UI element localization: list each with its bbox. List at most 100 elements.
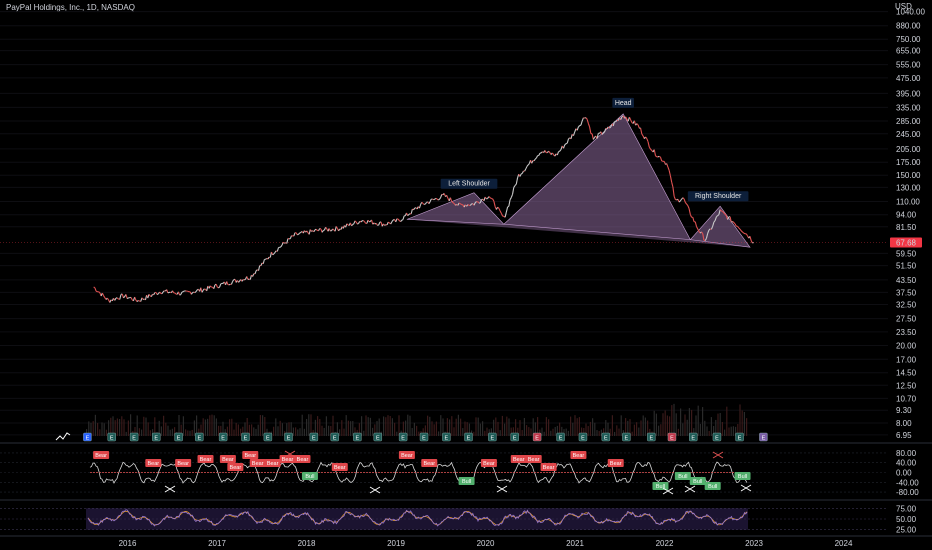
price-segment xyxy=(156,293,159,296)
earnings-marker-label[interactable]: E xyxy=(422,436,426,442)
price-segment xyxy=(136,300,139,303)
earnings-marker[interactable] xyxy=(419,432,429,442)
y-tick-label: 59.50 xyxy=(896,249,917,258)
volume-bar xyxy=(204,419,206,436)
earnings-marker[interactable] xyxy=(735,432,744,442)
earnings-marker[interactable] xyxy=(488,432,497,442)
volume-bar xyxy=(704,420,706,436)
volume-bar xyxy=(484,430,486,436)
volume-bar xyxy=(433,424,435,436)
earnings-marker-label[interactable]: E xyxy=(535,436,539,442)
earnings-marker-label[interactable]: E xyxy=(467,436,471,442)
earnings-marker-label[interactable]: E xyxy=(376,436,380,442)
earnings-marker[interactable] xyxy=(647,432,656,442)
earnings-marker[interactable] xyxy=(330,432,339,442)
earnings-marker-label[interactable]: E xyxy=(581,436,585,442)
earnings-marker-label[interactable]: E xyxy=(691,436,695,442)
earnings-marker[interactable] xyxy=(129,432,139,442)
price-segment xyxy=(345,223,348,228)
earnings-marker[interactable] xyxy=(398,432,408,442)
earnings-marker-label[interactable]: E xyxy=(649,436,653,442)
earnings-marker[interactable] xyxy=(578,432,588,442)
volume-bar xyxy=(462,428,464,436)
earnings-marker[interactable] xyxy=(353,432,362,442)
earnings-marker-label[interactable]: E xyxy=(401,436,405,442)
price-segment xyxy=(743,232,746,235)
earnings-marker[interactable] xyxy=(241,432,250,442)
earnings-marker-label[interactable]: E xyxy=(604,436,608,442)
bear-label: Bear xyxy=(282,457,294,463)
x-tick-label: 2020 xyxy=(477,539,495,548)
y-tick-label: 81.50 xyxy=(896,223,917,232)
earnings-marker[interactable] xyxy=(532,432,542,442)
earnings-marker[interactable] xyxy=(284,432,293,442)
earnings-marker-label[interactable]: E xyxy=(559,436,563,442)
price-segment xyxy=(141,297,144,300)
earnings-marker-label[interactable]: E xyxy=(287,436,291,442)
earnings-marker[interactable] xyxy=(195,432,204,442)
bear-label: Bear xyxy=(177,461,189,467)
earnings-marker[interactable] xyxy=(556,432,565,442)
earnings-marker[interactable] xyxy=(689,432,698,442)
earnings-marker[interactable] xyxy=(107,432,116,442)
volume-bar xyxy=(396,431,398,436)
earnings-marker-label[interactable]: E xyxy=(86,436,90,442)
volume-bar xyxy=(724,429,726,436)
earnings-marker[interactable] xyxy=(667,432,677,442)
price-segment xyxy=(359,220,362,223)
earnings-marker-label[interactable]: E xyxy=(762,436,766,442)
earnings-marker-label[interactable]: E xyxy=(491,436,495,442)
volume-bar xyxy=(171,428,173,436)
price-segment xyxy=(177,291,181,296)
y-tick-label: 285.00 xyxy=(896,117,921,126)
earnings-marker[interactable] xyxy=(442,432,451,442)
earnings-marker[interactable] xyxy=(174,432,183,442)
price-segment xyxy=(238,280,241,283)
earnings-marker[interactable] xyxy=(373,432,382,442)
earnings-marker-label[interactable]: E xyxy=(110,436,114,442)
price-segment xyxy=(672,186,675,197)
earnings-marker[interactable] xyxy=(510,432,519,442)
bear-label-bg xyxy=(331,463,348,471)
earnings-marker-label[interactable]: E xyxy=(154,436,158,442)
earnings-marker[interactable] xyxy=(464,432,473,442)
volume-bar xyxy=(429,416,431,436)
price-segment xyxy=(585,117,588,120)
volume-bar xyxy=(442,418,444,436)
price-segment xyxy=(738,227,741,230)
earnings-marker-label[interactable]: E xyxy=(333,436,337,442)
earnings-marker-label[interactable]: E xyxy=(513,436,517,442)
volume-bar xyxy=(728,427,730,436)
earnings-marker[interactable] xyxy=(218,432,228,442)
earnings-marker-label[interactable]: E xyxy=(132,436,136,442)
earnings-marker-label[interactable]: E xyxy=(221,436,225,442)
volume-bar xyxy=(702,407,704,436)
volume-bar xyxy=(253,427,255,436)
price-segment xyxy=(273,252,276,255)
earnings-marker-label[interactable]: E xyxy=(625,436,629,442)
earnings-marker-label[interactable]: E xyxy=(738,436,742,442)
earnings-marker-label[interactable]: E xyxy=(715,436,719,442)
earnings-marker[interactable] xyxy=(152,432,161,442)
earnings-marker-label[interactable]: E xyxy=(197,436,201,442)
earnings-marker[interactable] xyxy=(759,432,768,442)
cross-marker xyxy=(284,450,296,458)
price-segment xyxy=(352,223,355,225)
earnings-marker[interactable] xyxy=(83,432,92,442)
earnings-marker-label[interactable]: E xyxy=(266,436,270,442)
earnings-marker-label[interactable]: E xyxy=(312,436,316,442)
earnings-marker[interactable] xyxy=(263,432,273,442)
earnings-marker-label[interactable]: E xyxy=(356,436,360,442)
earnings-marker-label[interactable]: E xyxy=(670,436,674,442)
price-segment xyxy=(98,291,101,294)
earnings-marker-label[interactable]: E xyxy=(177,436,181,442)
earnings-marker[interactable] xyxy=(622,432,631,442)
volume-bar xyxy=(306,418,308,436)
earnings-marker[interactable] xyxy=(712,432,722,442)
earnings-marker-label[interactable]: E xyxy=(445,436,449,442)
earnings-marker-label[interactable]: E xyxy=(244,436,248,442)
earnings-marker[interactable] xyxy=(601,432,611,442)
earnings-marker[interactable] xyxy=(309,432,319,442)
price-segment xyxy=(134,296,137,301)
